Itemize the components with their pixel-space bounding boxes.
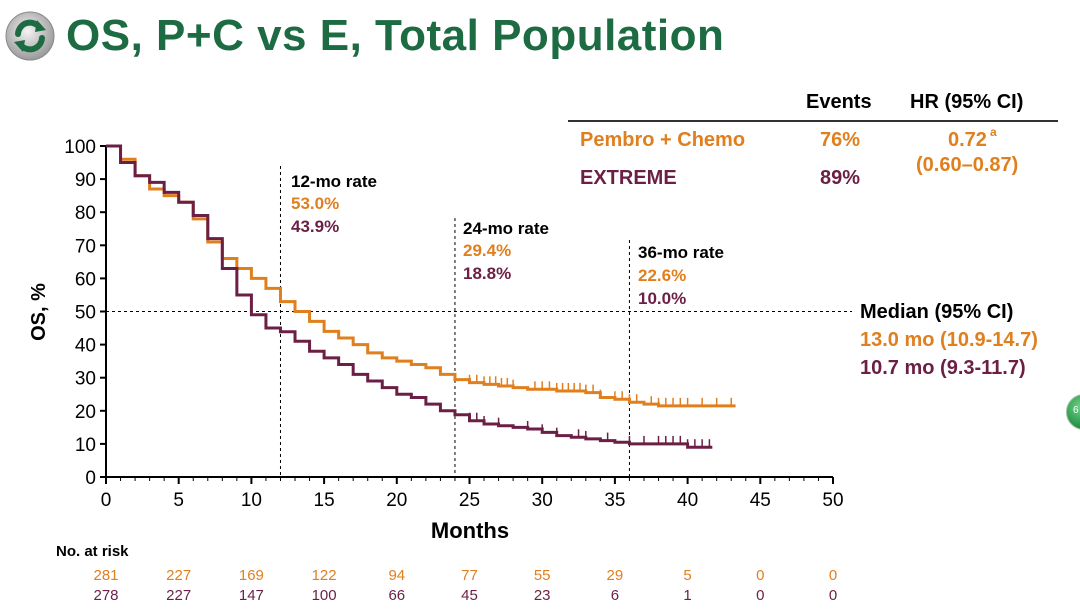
at-risk-cell-pembro: 281 bbox=[93, 567, 118, 584]
at-risk-cell-extreme: 66 bbox=[388, 587, 405, 604]
rate-annotation-36: 36-mo rate 22.6% 10.0% bbox=[638, 243, 724, 308]
survival-curves bbox=[106, 144, 736, 449]
rate-36-label: 36-mo rate bbox=[638, 243, 724, 262]
at-risk-cell-pembro: 94 bbox=[388, 567, 405, 584]
at-risk-row-extreme: 278 227 147 100 66 45 23 6 1 0 0 bbox=[93, 587, 837, 604]
y-tick-label: 100 bbox=[64, 137, 96, 158]
y-tick-label: 70 bbox=[75, 236, 96, 257]
at-risk-cell-extreme: 278 bbox=[93, 587, 118, 604]
y-tick-label: 50 bbox=[75, 303, 96, 324]
at-risk-cell-pembro: 5 bbox=[683, 567, 691, 584]
x-tick-label: 35 bbox=[604, 490, 625, 511]
at-risk-cell-pembro: 0 bbox=[756, 567, 764, 584]
at-risk-cell-extreme: 45 bbox=[461, 587, 478, 604]
legend-name-pembro: Pembro + Chemo bbox=[580, 129, 745, 151]
at-risk-cell-extreme: 147 bbox=[239, 587, 264, 604]
y-tick-label: 0 bbox=[85, 468, 96, 489]
x-tick-label: 0 bbox=[101, 490, 112, 511]
at-risk-cell-pembro: 55 bbox=[534, 567, 551, 584]
rate-marker-lines bbox=[279, 166, 630, 477]
y-tick-label: 10 bbox=[75, 435, 96, 456]
rate-24-label: 24-mo rate bbox=[463, 219, 549, 238]
slide-badge-text: 6 bbox=[1073, 405, 1079, 416]
axes: 0 10 20 30 40 50 60 70 80 90 100 0 5 10 15 20 25 30 35 40 4… bbox=[28, 137, 844, 543]
rate-36-pembro: 22.6% bbox=[638, 266, 686, 285]
at-risk-cell-extreme: 0 bbox=[829, 587, 837, 604]
at-risk-label: No. at risk bbox=[56, 543, 129, 560]
x-tick-label: 50 bbox=[822, 490, 843, 511]
at-risk-cell-extreme: 0 bbox=[756, 587, 764, 604]
at-risk-row-pembro: 281 227 169 122 94 77 55 29 5 0 0 bbox=[93, 567, 837, 584]
rate-12-extreme: 43.9% bbox=[291, 217, 339, 236]
at-risk-cell-extreme: 1 bbox=[683, 587, 691, 604]
y-tick-label: 40 bbox=[75, 336, 96, 357]
x-tick-label: 20 bbox=[386, 490, 407, 511]
x-tick-label: 25 bbox=[459, 490, 480, 511]
rate-annotation-24: 24-mo rate 29.4% 18.8% bbox=[463, 219, 549, 283]
legend-hr-value: 0.72 bbox=[948, 129, 987, 151]
legend-events-extreme: 89% bbox=[820, 167, 860, 189]
x-tick-label: 5 bbox=[173, 490, 184, 511]
at-risk-cell-extreme: 227 bbox=[166, 587, 191, 604]
legend-header-events: Events bbox=[806, 91, 872, 113]
title-bar: OS, P+C vs E, Total Population bbox=[4, 4, 724, 68]
at-risk-cell-pembro: 169 bbox=[239, 567, 264, 584]
at-risk-cell-pembro: 29 bbox=[607, 567, 624, 584]
rate-24-extreme: 18.8% bbox=[463, 264, 511, 283]
at-risk-cell-pembro: 227 bbox=[166, 567, 191, 584]
y-tick-label: 30 bbox=[75, 369, 96, 390]
y-tick-label: 20 bbox=[75, 402, 96, 423]
x-tick-label: 40 bbox=[677, 490, 698, 511]
at-risk-table: No. at risk 281 227 169 122 94 77 55 29 5 0 0 278 2… bbox=[56, 543, 837, 604]
rate-12-pembro: 53.0% bbox=[291, 194, 339, 213]
x-tick-label: 10 bbox=[241, 490, 262, 511]
median-label: Median (95% CI) bbox=[860, 301, 1013, 323]
median-extreme: 10.7 mo (9.3-11.7) bbox=[860, 357, 1026, 379]
median-annotation: Median (95% CI) 13.0 mo (10.9-14.7) 10.7… bbox=[860, 301, 1038, 379]
rate-36-extreme: 10.0% bbox=[638, 289, 686, 308]
x-axis-label: Months bbox=[431, 518, 509, 543]
rate-12-label: 12-mo rate bbox=[291, 172, 377, 191]
at-risk-cell-pembro: 77 bbox=[461, 567, 478, 584]
at-risk-cell-extreme: 100 bbox=[312, 587, 337, 604]
at-risk-cell-extreme: 23 bbox=[534, 587, 551, 604]
y-axis-label: OS, % bbox=[28, 283, 50, 341]
y-tick-label: 60 bbox=[75, 269, 96, 290]
at-risk-cell-pembro: 0 bbox=[829, 567, 837, 584]
y-tick-label: 90 bbox=[75, 170, 96, 191]
rate-annotation-12: 12-mo rate 53.0% 43.9% bbox=[291, 172, 377, 236]
curve-extreme bbox=[106, 144, 713, 449]
y-tick-label: 80 bbox=[75, 203, 96, 224]
refresh-logo-icon bbox=[5, 11, 55, 61]
legend-hr-superscript: a bbox=[990, 125, 997, 139]
median-pembro: 13.0 mo (10.9-14.7) bbox=[860, 329, 1038, 351]
legend-header-hr: HR (95% CI) bbox=[910, 91, 1023, 113]
legend-name-extreme: EXTREME bbox=[580, 167, 677, 189]
x-tick-label: 30 bbox=[532, 490, 553, 511]
y-axis-ticks: 0 10 20 30 40 50 60 70 80 90 100 bbox=[64, 137, 106, 489]
legend-table: Events HR (95% CI) Pembro + Chemo 76% 0.… bbox=[568, 91, 1058, 189]
rate-24-pembro: 29.4% bbox=[463, 241, 511, 260]
page-title: OS, P+C vs E, Total Population bbox=[66, 11, 725, 60]
at-risk-cell-pembro: 122 bbox=[312, 567, 337, 584]
x-tick-label: 45 bbox=[750, 490, 771, 511]
x-axis-ticks: 0 5 10 15 20 25 30 35 40 45 50 bbox=[101, 477, 844, 511]
x-tick-label: 15 bbox=[314, 490, 335, 511]
legend-events-pembro: 76% bbox=[820, 129, 860, 151]
at-risk-cell-extreme: 6 bbox=[611, 587, 619, 604]
legend-hr-ci: (0.60–0.87) bbox=[916, 154, 1018, 176]
